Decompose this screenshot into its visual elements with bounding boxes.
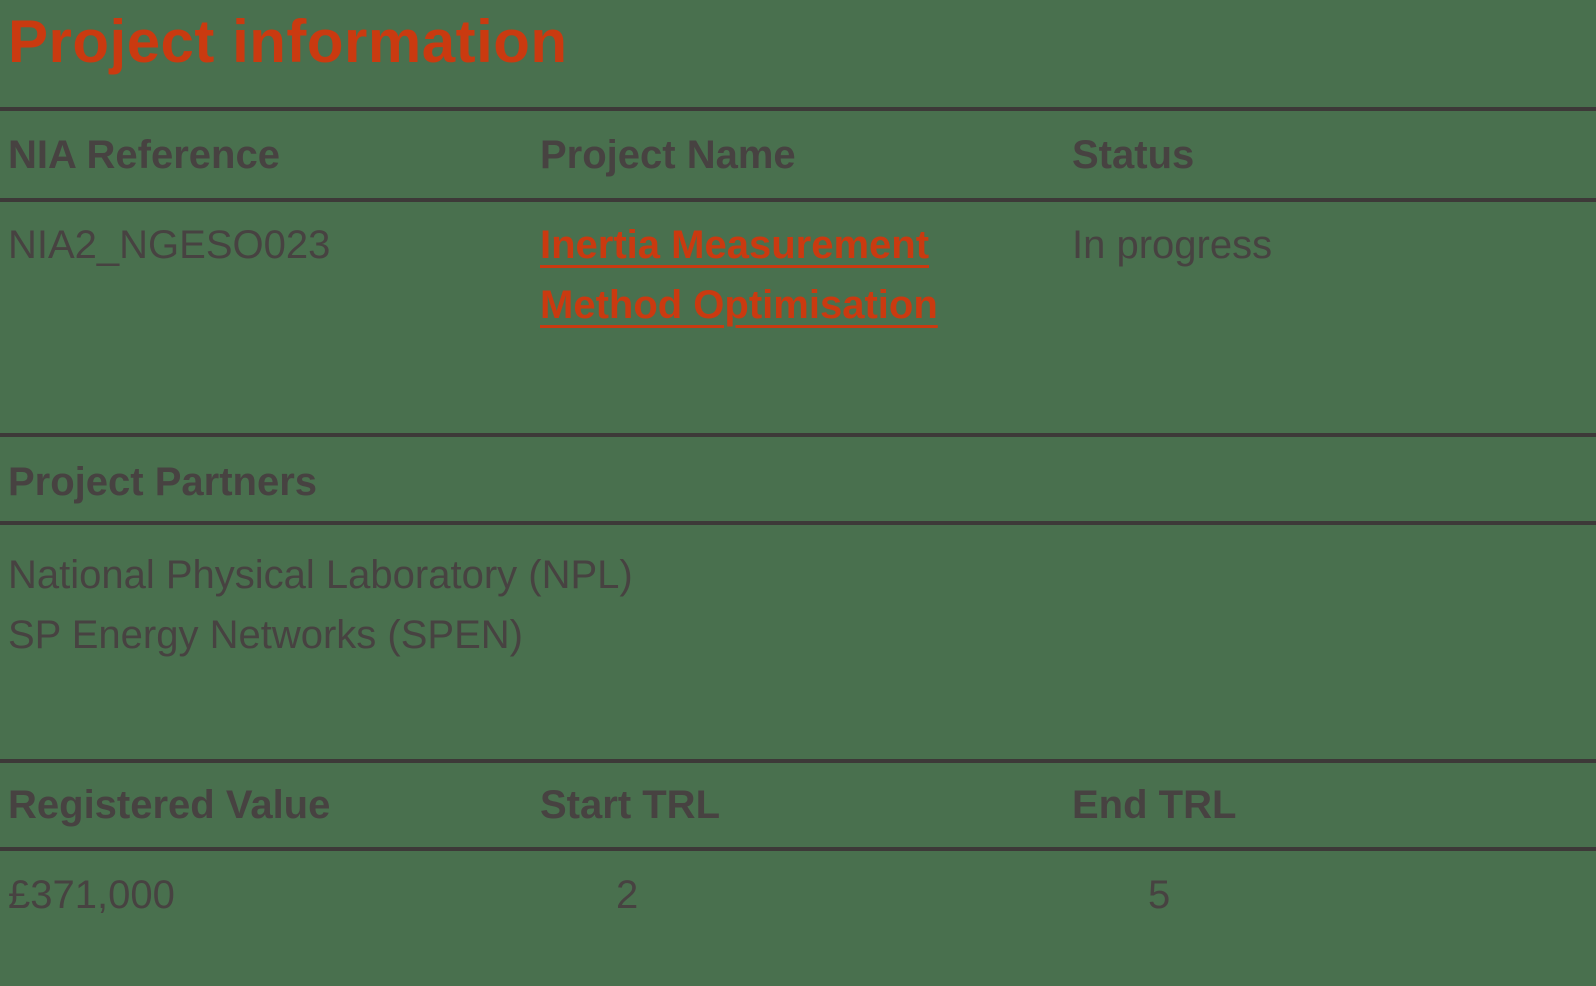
partner-item: National Physical Laboratory (NPL): [8, 553, 633, 597]
project-table-value-row: NIA2_NGESO023 Inertia Measurement Method…: [0, 202, 1596, 433]
nia-reference-value: NIA2_NGESO023: [8, 223, 331, 267]
divider: [0, 198, 1596, 202]
registered-value: £371,000: [8, 873, 175, 917]
value-table-header-row: Registered Value Start TRL End TRL: [0, 763, 1596, 847]
start-trl-value: 2: [616, 873, 639, 917]
status-value: In progress: [1072, 223, 1273, 267]
divider: [0, 107, 1596, 111]
value-table-value-row: £371,000 2 5: [0, 851, 1596, 986]
project-name-link[interactable]: Inertia Measurement Method Optimisation: [540, 223, 938, 327]
partners-value-row: National Physical Laboratory (NPL) SP En…: [0, 525, 1596, 759]
divider: [0, 759, 1596, 763]
divider: [0, 433, 1596, 437]
page-title: Project information: [8, 8, 568, 75]
partners-header-row: Project Partners: [0, 437, 1596, 521]
divider: [0, 847, 1596, 851]
project-partners-header: Project Partners: [8, 460, 318, 504]
column-header-end-trl: End TRL: [1072, 783, 1237, 827]
column-header-project-name: Project Name: [540, 133, 796, 177]
end-trl-value: 5: [1148, 873, 1171, 917]
column-header-nia-reference: NIA Reference: [8, 133, 280, 177]
divider: [0, 521, 1596, 525]
partner-item: SP Energy Networks (SPEN): [8, 613, 523, 657]
column-header-start-trl: Start TRL: [540, 783, 720, 827]
column-header-status: Status: [1072, 133, 1195, 177]
title-section: Project information: [0, 0, 1596, 107]
project-table-header-row: NIA Reference Project Name Status: [0, 111, 1596, 198]
column-header-registered-value: Registered Value: [8, 783, 331, 827]
